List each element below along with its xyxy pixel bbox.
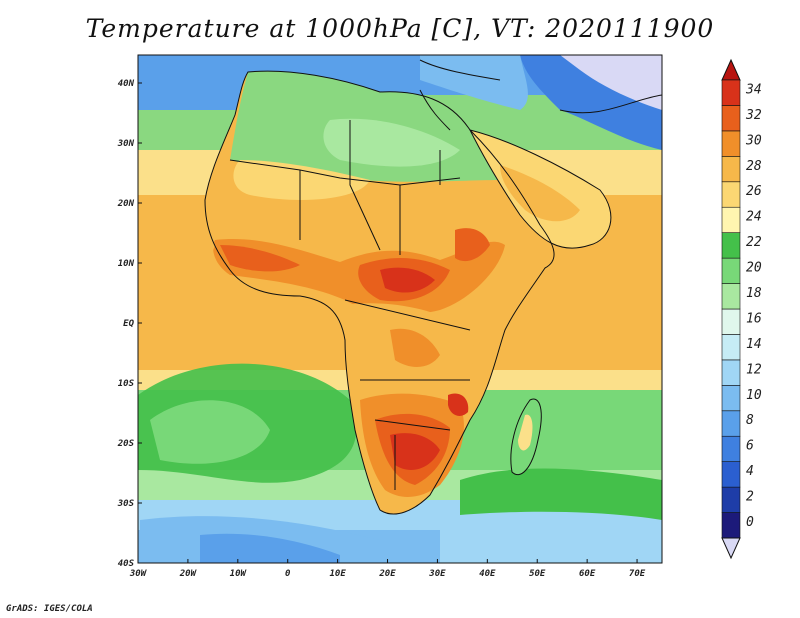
colorbar-min-triangle [721,537,741,560]
x-tick-label: 20W [179,569,198,579]
colorbar-label: 0 [746,515,754,530]
x-tick-label: 10W [230,569,248,579]
colorbar-label: 34 [745,82,762,97]
colorbar-bin [721,206,741,233]
colorbar-bin [721,257,741,284]
y-tick-label: 10S [118,379,135,389]
y-tick-label: 10N [118,259,135,269]
coastlines [204,59,662,515]
colorbar-bin [721,385,741,412]
y-tick-label: 20S [117,439,135,449]
map-frame [137,54,663,564]
map-title: Temperature at 1000hPa [C], VT: 20201119… [85,14,715,43]
colorbar-label: 2 [746,490,754,505]
colorbar-max-triangle [721,58,741,81]
colorbar-label: 12 [746,362,762,377]
colorbar-bin [721,130,741,157]
colorbar-label: 30 [745,133,762,148]
colorbar-bin [721,461,741,488]
colorbar-bin [721,410,741,437]
colorbar-label: 6 [746,439,754,454]
y-tick-label: EQ [123,319,134,329]
colorbar-label: 16 [746,311,762,326]
y-axis-ticks: 40S 30S 20S 10S EQ 10N 20N 30N 40N [117,79,142,569]
colorbar-label: 14 [746,337,762,352]
x-tick-label: 70E [629,569,646,579]
colorbar-label: 18 [746,286,762,301]
colorbar-bin [721,181,741,208]
x-axis-ticks: 30W 20W 10W 0 10E 20E 30E 40E 50E 60E 70E [129,559,646,579]
y-tick-label: 30N [117,139,135,149]
footer-credit: GrADS: IGES/COLA [6,604,93,614]
colorbar-bin [721,435,741,462]
x-tick-label: 20E [378,569,396,579]
colorbar-label: 32 [745,108,762,123]
colorbar-bin [721,359,741,386]
colorbar-bin [721,105,741,132]
x-tick-label: 0 [285,569,291,579]
y-tick-label: 20N [117,199,135,209]
x-tick-label: 30E [428,569,446,579]
colorbar-label: 8 [746,413,754,428]
colorbar-label: 28 [746,159,762,174]
colorbar-label: 26 [746,184,762,199]
x-tick-label: 10E [329,569,346,579]
temperature-field [138,55,662,563]
colorbar-bin [721,283,741,310]
colorbar-bin [721,232,741,259]
colorbar-label: 10 [746,388,762,403]
colorbar-bin [721,512,741,539]
x-tick-label: 30W [129,569,148,579]
colorbar-bin [721,308,741,335]
y-tick-label: 30S [117,499,135,509]
x-tick-label: 60E [579,569,596,579]
y-tick-label: 40N [118,79,135,89]
colorbar-bin [721,79,741,106]
x-tick-label: 50E [529,569,546,579]
colorbar-label: 22 [746,235,762,250]
colorbar-label: 20 [746,261,762,276]
colorbar-bin [721,486,741,513]
colorbar-label: 4 [746,464,754,479]
colorbar-label: 24 [746,210,762,225]
colorbar-bin [721,156,741,183]
colorbar-bin [721,334,741,361]
x-tick-label: 40E [479,569,496,579]
y-tick-label: 40S [118,559,135,569]
